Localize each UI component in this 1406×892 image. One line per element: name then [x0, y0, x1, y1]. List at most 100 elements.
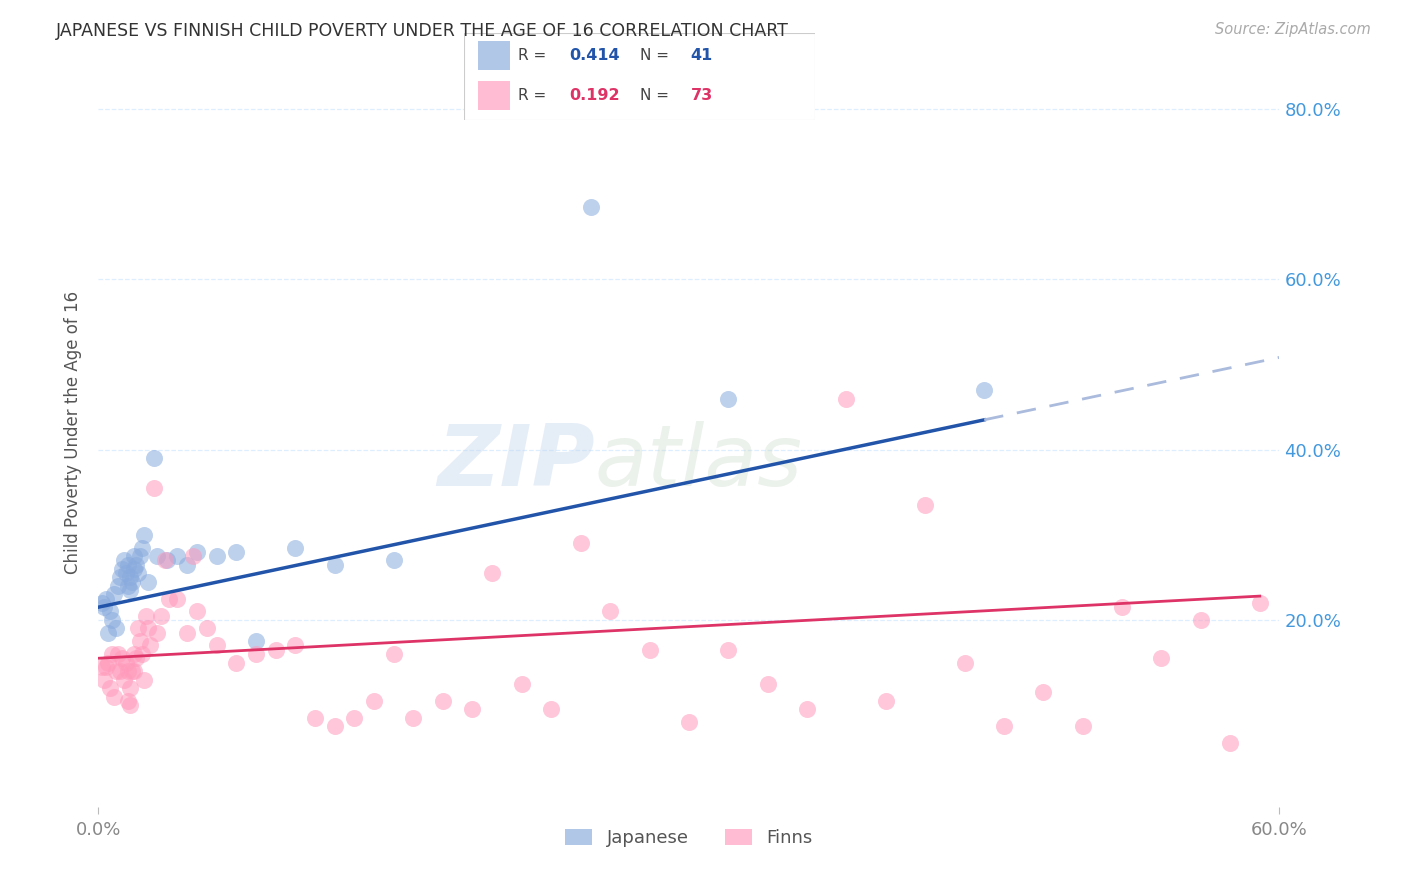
- Finns: [118, 681, 141, 695]
- Finns: [914, 498, 936, 512]
- Finns: [382, 647, 405, 661]
- Finns: [875, 694, 897, 708]
- Text: 0.192: 0.192: [569, 88, 620, 103]
- Finns: [1111, 600, 1133, 615]
- Japanese: [205, 549, 228, 563]
- Finns: [91, 660, 114, 674]
- Japanese: [121, 574, 143, 589]
- Finns: [1219, 736, 1241, 750]
- Finns: [481, 566, 503, 581]
- Finns: [127, 622, 149, 636]
- Finns: [121, 664, 143, 678]
- Finns: [1032, 685, 1054, 699]
- Japanese: [142, 451, 165, 466]
- Finns: [796, 702, 818, 716]
- Japanese: [579, 200, 602, 214]
- Finns: [225, 656, 247, 670]
- Finns: [146, 625, 169, 640]
- Finns: [599, 604, 621, 618]
- Finns: [304, 711, 326, 725]
- Finns: [118, 698, 141, 712]
- Japanese: [323, 558, 346, 572]
- Finns: [122, 647, 145, 661]
- Japanese: [118, 570, 141, 584]
- Finns: [343, 711, 366, 725]
- Finns: [98, 681, 121, 695]
- Finns: [112, 673, 135, 687]
- Text: ZIP: ZIP: [437, 421, 595, 504]
- Finns: [1249, 596, 1271, 610]
- Text: JAPANESE VS FINNISH CHILD POVERTY UNDER THE AGE OF 16 CORRELATION CHART: JAPANESE VS FINNISH CHILD POVERTY UNDER …: [56, 22, 789, 40]
- Finns: [166, 591, 188, 606]
- Finns: [993, 719, 1015, 733]
- Japanese: [107, 579, 129, 593]
- Japanese: [91, 596, 114, 610]
- Finns: [638, 642, 661, 657]
- Finns: [264, 642, 287, 657]
- Bar: [478, 41, 510, 70]
- Finns: [111, 651, 134, 665]
- Finns: [402, 711, 425, 725]
- Finns: [835, 392, 858, 406]
- Finns: [108, 664, 131, 678]
- Japanese: [186, 545, 208, 559]
- Finns: [117, 694, 139, 708]
- Finns: [461, 702, 484, 716]
- Japanese: [117, 579, 139, 593]
- Finns: [540, 702, 562, 716]
- Finns: [135, 608, 157, 623]
- Text: N =: N =: [640, 48, 673, 62]
- Japanese: [125, 558, 148, 572]
- Finns: [205, 639, 228, 653]
- Finns: [1071, 719, 1094, 733]
- Japanese: [284, 541, 307, 555]
- Finns: [157, 591, 180, 606]
- Japanese: [118, 583, 141, 598]
- Finns: [1189, 613, 1212, 627]
- Japanese: [156, 553, 179, 567]
- Finns: [678, 715, 700, 730]
- Japanese: [115, 566, 138, 581]
- Finns: [105, 664, 128, 678]
- Japanese: [146, 549, 169, 563]
- Japanese: [96, 591, 118, 606]
- Finns: [97, 656, 120, 670]
- Finns: [131, 647, 153, 661]
- Finns: [96, 660, 118, 674]
- Text: R =: R =: [519, 48, 551, 62]
- Finns: [245, 647, 267, 661]
- Japanese: [176, 558, 198, 572]
- Japanese: [112, 553, 135, 567]
- Japanese: [382, 553, 405, 567]
- Text: 0.414: 0.414: [569, 48, 620, 62]
- Text: R =: R =: [519, 88, 551, 103]
- Finns: [117, 664, 139, 678]
- Japanese: [127, 566, 149, 581]
- Finns: [93, 673, 115, 687]
- Text: 41: 41: [690, 48, 713, 62]
- Text: N =: N =: [640, 88, 673, 103]
- Finns: [323, 719, 346, 733]
- Bar: [478, 81, 510, 110]
- Finns: [150, 608, 173, 623]
- Finns: [953, 656, 976, 670]
- Finns: [186, 604, 208, 618]
- Japanese: [245, 634, 267, 648]
- Japanese: [717, 392, 740, 406]
- Text: atlas: atlas: [595, 421, 803, 504]
- Finns: [1150, 651, 1173, 665]
- Japanese: [97, 625, 120, 640]
- Finns: [569, 536, 592, 550]
- Text: Source: ZipAtlas.com: Source: ZipAtlas.com: [1215, 22, 1371, 37]
- Japanese: [225, 545, 247, 559]
- Finns: [138, 639, 160, 653]
- Y-axis label: Child Poverty Under the Age of 16: Child Poverty Under the Age of 16: [63, 291, 82, 574]
- Text: 73: 73: [690, 88, 713, 103]
- Japanese: [122, 562, 145, 576]
- Finns: [756, 677, 779, 691]
- Japanese: [108, 570, 131, 584]
- Finns: [122, 664, 145, 678]
- Finns: [176, 625, 198, 640]
- Finns: [128, 634, 150, 648]
- Japanese: [103, 587, 125, 601]
